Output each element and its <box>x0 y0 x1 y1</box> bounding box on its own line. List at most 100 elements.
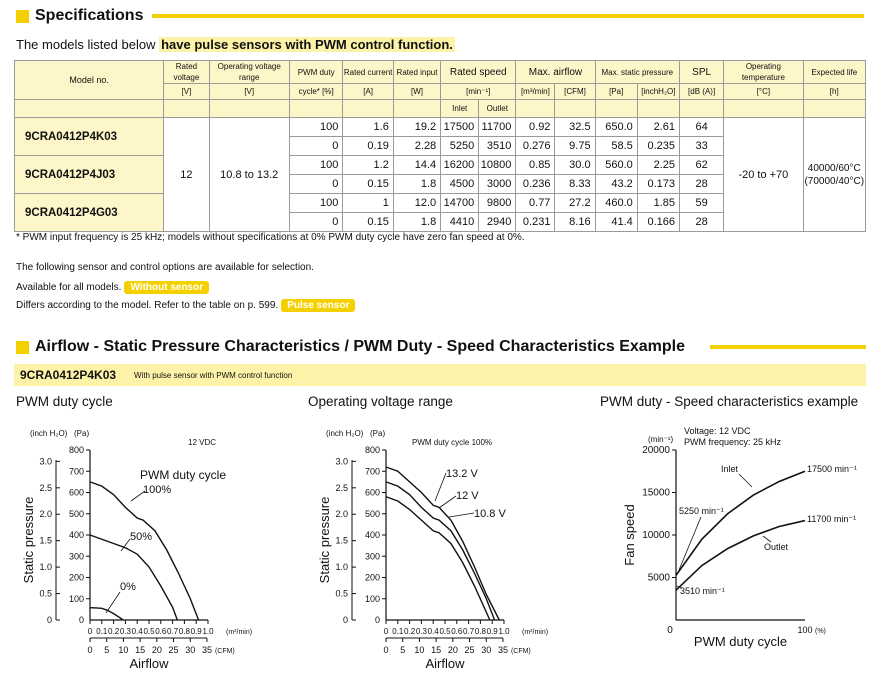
intro-prefix: The models listed below <box>16 37 156 52</box>
y-tick-label-inch: 0 <box>47 615 52 625</box>
annotation-leader <box>676 585 683 589</box>
table-cell: 0.236 <box>515 174 556 194</box>
unit-speed: [min⁻¹] <box>440 83 517 100</box>
y-tick-label-inch: 1.0 <box>335 562 348 572</box>
x-tick-label-cfm: 20 <box>152 645 162 655</box>
airflow-header: Airflow - Static Pressure Characteristic… <box>16 337 685 357</box>
x-tick-label-m3: 0.7 <box>463 627 475 636</box>
table-cell: 8.16 <box>554 212 596 232</box>
y-tick-label-pa: 400 <box>69 530 84 540</box>
table-cell: 2940 <box>478 212 517 232</box>
x-tick-label: 100 <box>797 625 812 635</box>
x-axis-label: Airflow <box>129 656 169 671</box>
series-label: 100% <box>143 484 171 496</box>
header-input: Rated input <box>392 60 442 84</box>
section-marker-icon <box>16 340 29 354</box>
unit-airflow-m3: [m³/min] <box>515 83 556 100</box>
table-row: 0 0.15 1.8 4410 2940 0.231 8.16 41.4 0.166 28 <box>15 212 866 232</box>
annotation-leader <box>678 516 702 571</box>
table-cell: 8.33 <box>554 174 596 194</box>
life-cell: 40000/60°C (70000/40°C) <box>802 117 867 232</box>
x-unit-cfm: (CFM) <box>511 648 531 655</box>
series-line <box>675 519 806 591</box>
table-cell: 0.235 <box>636 136 680 156</box>
header-speed: Rated speed <box>440 60 517 84</box>
unit-pressure-inch: [inchH₂O] <box>636 83 680 100</box>
series-line <box>385 466 500 621</box>
x-unit-m3: (m³/min) <box>522 629 548 636</box>
header-pressure: Max. static pressure <box>594 60 680 84</box>
x-tick-label-cfm: 10 <box>118 645 128 655</box>
table-cell: 19.2 <box>392 117 442 137</box>
annotation-label: 17500 min⁻¹ <box>807 464 857 474</box>
unit-temp: [°C] <box>723 83 804 100</box>
specifications-title: Specifications <box>35 7 144 24</box>
table-cell: 0.85 <box>515 155 556 175</box>
series-line <box>385 496 491 621</box>
table-cell: 100 <box>288 117 344 137</box>
y-tick-label-pa: 200 <box>365 573 380 583</box>
y-tick-label-inch: 2.5 <box>335 483 348 493</box>
y-unit-pa: (Pa) <box>74 429 89 438</box>
differs-line: Differs according to the model. Refer to… <box>16 299 356 312</box>
label-leader <box>738 473 753 488</box>
table-cell: 33 <box>678 136 725 156</box>
x-tick-label-m3: 0.1 <box>96 627 108 636</box>
y-tick-label-inch: 2.0 <box>335 509 348 519</box>
table-cell: 0 <box>288 174 344 194</box>
series-label: 13.2 V <box>446 468 478 480</box>
table-row: 9CRA0412P4J03 100 1.2 14.4 16200 10800 0.85 30.… <box>13 155 866 194</box>
y-tick-label-pa: 200 <box>69 573 84 583</box>
unit-current: [A] <box>342 83 394 100</box>
series-label: Outlet <box>764 542 789 552</box>
model-cell: 9CRA0412P4K03 <box>13 117 165 156</box>
without-sensor-badge: Without sensor <box>124 281 210 294</box>
table-cell: 17500 <box>440 117 480 137</box>
table-cell: 41.4 <box>594 212 638 232</box>
intro-highlight: have pulse sensors with PWM control func… <box>159 37 455 52</box>
x-tick-label-m3: 0.5 <box>439 627 451 636</box>
table-cell: 460.0 <box>594 193 638 213</box>
header-model: Model no. <box>13 60 165 100</box>
x-tick-label-m3: 0.7 <box>167 627 179 636</box>
annotation-label: 11700 min⁻¹ <box>807 514 856 524</box>
table-cell: 1.2 <box>342 155 394 175</box>
x-tick-label-m3: 0 <box>88 627 93 636</box>
y-tick-label-pa: 500 <box>69 509 84 519</box>
header-pwm: PWM duty <box>288 60 344 84</box>
x-tick-label-m3: 1.0 <box>498 627 510 636</box>
x-tick-label-m3: 0.2 <box>404 627 416 636</box>
model-cell: 9CRA0412P4G03 <box>13 193 165 232</box>
temp-cell: -20 to +70 <box>723 117 804 232</box>
table-cell: 10800 <box>478 155 517 175</box>
table-cell: 9800 <box>478 193 517 213</box>
x-axis-label: Airflow <box>425 656 465 671</box>
table-cell: 59 <box>678 193 725 213</box>
annotation-label: 5250 min⁻¹ <box>679 506 724 516</box>
pwm-duty-chart: (inch H₂O) (Pa)12 VDC80070060050040030020… <box>21 429 252 671</box>
label-leader <box>438 495 457 509</box>
y-tick-label-pa: 700 <box>365 466 380 476</box>
y-unit-inch: (inch H₂O) <box>326 429 364 438</box>
series-line <box>385 481 496 621</box>
y-unit: (min⁻¹) <box>648 435 673 444</box>
table-cell: 0 <box>288 212 344 232</box>
rated-voltage-cell: 12 <box>163 117 210 232</box>
x-tick-label-m3: 0.8 <box>179 627 191 636</box>
table-cell: 3000 <box>478 174 517 194</box>
table-cell: 43.2 <box>594 174 638 194</box>
table-cell: 64 <box>678 117 725 137</box>
pulse-sensor-badge: Pulse sensor <box>281 299 356 312</box>
y-tick-label-inch: 0.5 <box>39 589 52 599</box>
airflow-model-desc: With pulse sensor with PWM control funct… <box>134 371 293 380</box>
unit-life: [h] <box>802 83 867 100</box>
header-life: Expected life <box>802 60 867 84</box>
x-tick-label-cfm: 30 <box>481 645 491 655</box>
table-cell: 0.15 <box>342 174 394 194</box>
x-tick-label-cfm: 35 <box>498 645 508 655</box>
table-cell: 0.276 <box>515 136 556 156</box>
y-tick-label-pa: 500 <box>365 509 380 519</box>
y-tick-label-pa: 600 <box>69 488 84 498</box>
note-frequency: PWM frequency: 25 kHz <box>684 437 782 447</box>
y-tick-label-inch: 1.5 <box>335 536 348 546</box>
